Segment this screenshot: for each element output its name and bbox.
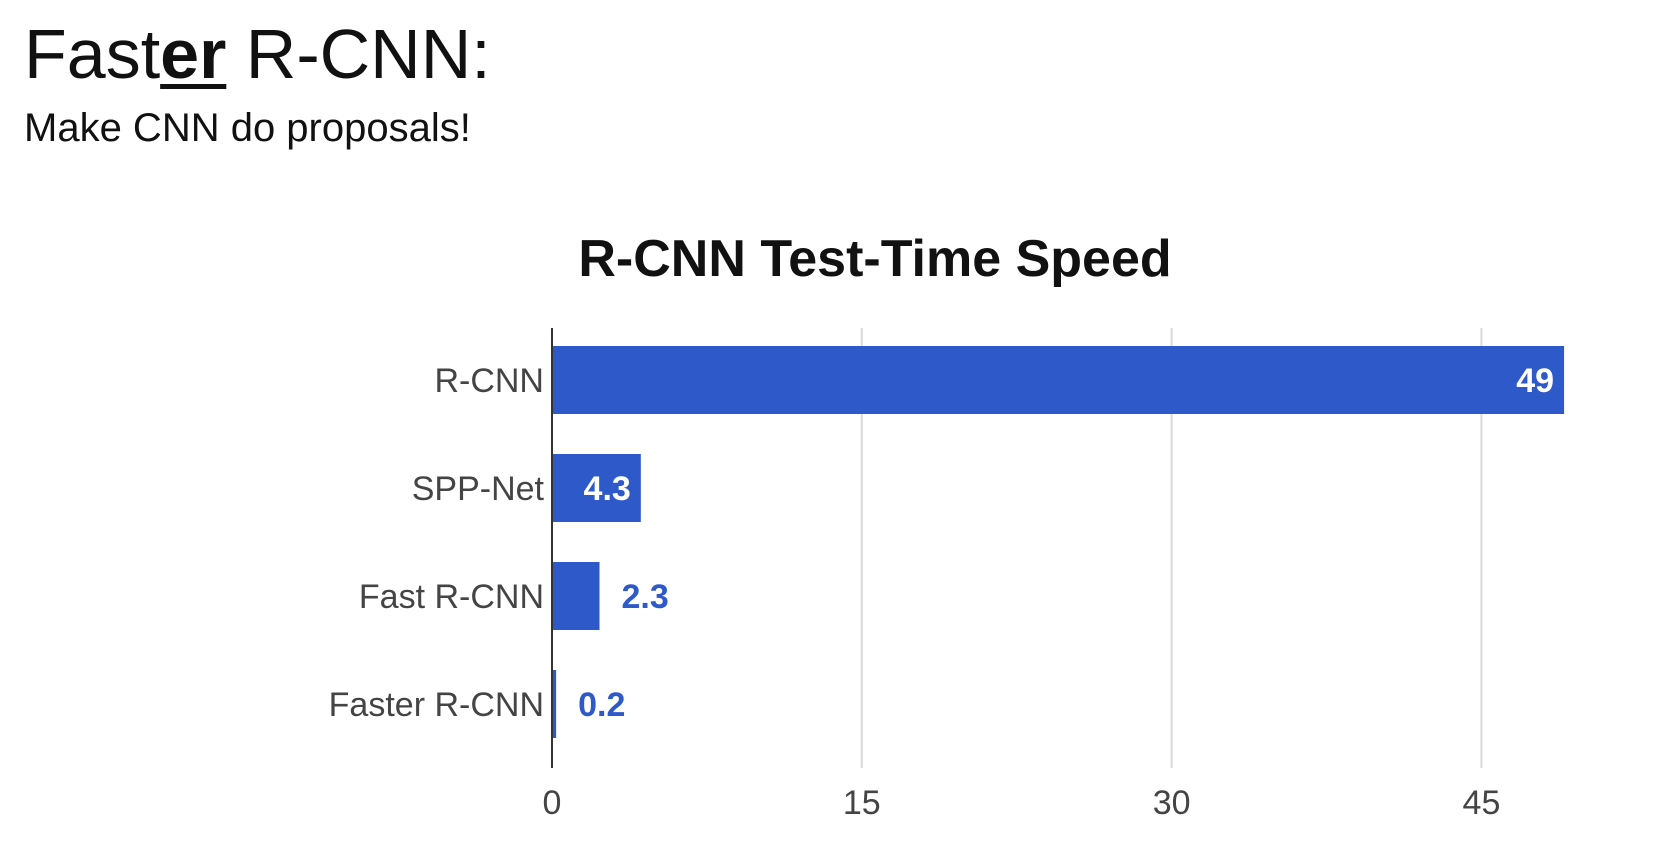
- y-category-label: Fast R-CNN: [359, 578, 544, 616]
- slide-title: Faster R-CNN:: [24, 14, 491, 95]
- data-label: 49: [1516, 362, 1554, 400]
- bar-r-cnn: [552, 346, 1565, 414]
- x-tick-label: 30: [1153, 784, 1191, 822]
- bar-fast-r-cnn: [552, 562, 600, 630]
- bar-spp-net: [552, 454, 641, 522]
- data-label: 0.2: [578, 686, 625, 724]
- x-tick-label: 15: [843, 784, 881, 822]
- data-label: 2.3: [622, 578, 669, 616]
- y-category-label: R-CNN: [434, 362, 544, 400]
- data-label: 4.3: [584, 470, 631, 508]
- slide-title-suffix: R-CNN:: [226, 15, 491, 93]
- chart-title: R-CNN Test-Time Speed: [578, 230, 1171, 288]
- x-tick-label: 0: [543, 784, 562, 822]
- bar-faster-r-cnn: [552, 670, 557, 738]
- y-category-label: SPP-Net: [412, 470, 545, 508]
- bars: [552, 346, 1565, 738]
- slide-subtitle: Make CNN do proposals!: [24, 106, 471, 150]
- labels: 0 15 30 45 R-CNN 49 SPP-Net 4.3 Fast R-CNN 2.3 Fas…: [329, 362, 1554, 822]
- slide-title-prefix: Fast: [24, 15, 161, 93]
- x-tick-label: 45: [1463, 784, 1501, 822]
- slide-title-emphasis: er: [160, 15, 227, 93]
- y-category-label: Faster R-CNN: [329, 686, 544, 724]
